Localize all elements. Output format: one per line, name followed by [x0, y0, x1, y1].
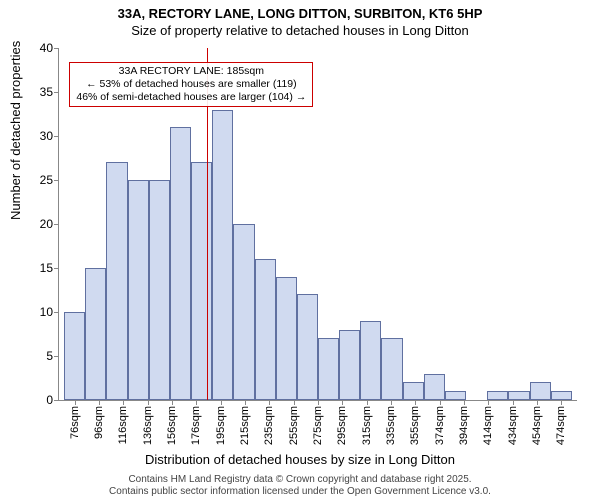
annotation-line2: ← 53% of detached houses are smaller (11… [76, 78, 306, 91]
y-tick-mark [54, 268, 59, 269]
y-tick-mark [54, 48, 59, 49]
histogram-bar [128, 180, 149, 400]
x-tick-label: 454sqm [531, 406, 543, 445]
x-tick-mark [464, 400, 465, 405]
x-tick-label: 315sqm [361, 406, 373, 445]
annotation-line1: 33A RECTORY LANE: 185sqm [76, 65, 306, 78]
x-tick-label: 474sqm [555, 406, 567, 445]
plot-area: 33A RECTORY LANE: 185sqm ← 53% of detach… [58, 48, 577, 401]
footer: Contains HM Land Registry data © Crown c… [0, 474, 600, 498]
x-tick-label: 176sqm [190, 406, 202, 445]
y-tick-mark [54, 136, 59, 137]
x-tick-mark [342, 400, 343, 405]
x-tick-mark [488, 400, 489, 405]
x-tick-mark [269, 400, 270, 405]
histogram-bar [85, 268, 106, 400]
x-tick-label: 374sqm [434, 406, 446, 445]
y-tick-mark [54, 92, 59, 93]
histogram-bar [233, 224, 254, 400]
histogram-bar [255, 259, 276, 400]
x-tick-mark [123, 400, 124, 405]
x-tick-mark [196, 400, 197, 405]
histogram-bar [508, 391, 529, 400]
x-tick-label: 414sqm [482, 406, 494, 445]
histogram-bar [424, 374, 445, 400]
y-tick-label: 30 [27, 129, 53, 143]
x-tick-label: 255sqm [288, 406, 300, 445]
x-tick-label: 136sqm [142, 406, 154, 445]
x-tick-label: 355sqm [409, 406, 421, 445]
x-tick-label: 235sqm [263, 406, 275, 445]
x-tick-label: 295sqm [336, 406, 348, 445]
x-tick-label: 434sqm [507, 406, 519, 445]
x-tick-mark [318, 400, 319, 405]
footer-line1: Contains HM Land Registry data © Crown c… [0, 474, 600, 486]
y-tick-label: 35 [27, 85, 53, 99]
chart-subtitle: Size of property relative to detached ho… [0, 23, 600, 42]
y-tick-label: 25 [27, 173, 53, 187]
histogram-bar [170, 127, 191, 400]
histogram-bar [445, 391, 466, 400]
y-tick-mark [54, 224, 59, 225]
x-tick-mark [561, 400, 562, 405]
y-tick-label: 10 [27, 305, 53, 319]
x-tick-mark [537, 400, 538, 405]
x-tick-mark [245, 400, 246, 405]
x-tick-mark [294, 400, 295, 405]
histogram-bar [530, 382, 551, 400]
x-tick-mark [440, 400, 441, 405]
annotation-box: 33A RECTORY LANE: 185sqm ← 53% of detach… [69, 62, 313, 107]
histogram-bar [276, 277, 297, 400]
x-tick-label: 335sqm [385, 406, 397, 445]
x-tick-label: 76sqm [69, 406, 81, 439]
x-tick-mark [221, 400, 222, 405]
histogram-bar [360, 321, 381, 400]
y-tick-mark [54, 356, 59, 357]
x-tick-mark [172, 400, 173, 405]
x-axis-label: Distribution of detached houses by size … [0, 452, 600, 467]
x-tick-label: 275sqm [312, 406, 324, 445]
x-tick-mark [75, 400, 76, 405]
y-tick-mark [54, 400, 59, 401]
y-tick-label: 20 [27, 217, 53, 231]
x-tick-label: 96sqm [93, 406, 105, 439]
histogram-bar [64, 312, 85, 400]
y-axis-label: Number of detached properties [8, 41, 23, 220]
histogram-bar [318, 338, 339, 400]
y-tick-mark [54, 312, 59, 313]
histogram-bar [339, 330, 360, 400]
histogram-bar [551, 391, 572, 400]
y-tick-label: 0 [27, 393, 53, 407]
x-tick-label: 394sqm [458, 406, 470, 445]
y-tick-mark [54, 180, 59, 181]
x-tick-mark [367, 400, 368, 405]
histogram-bar [106, 162, 127, 400]
x-tick-label: 156sqm [166, 406, 178, 445]
y-tick-label: 5 [27, 349, 53, 363]
annotation-line3: 46% of semi-detached houses are larger (… [76, 91, 306, 104]
histogram-bar [297, 294, 318, 400]
x-tick-mark [391, 400, 392, 405]
x-tick-mark [148, 400, 149, 405]
footer-line2: Contains public sector information licen… [0, 486, 600, 498]
x-tick-label: 116sqm [117, 406, 129, 444]
chart-title: 33A, RECTORY LANE, LONG DITTON, SURBITON… [0, 0, 600, 23]
y-tick-label: 40 [27, 41, 53, 55]
y-tick-label: 15 [27, 261, 53, 275]
histogram-bar [381, 338, 402, 400]
x-tick-label: 195sqm [215, 406, 227, 445]
histogram-bar [487, 391, 508, 400]
x-tick-mark [415, 400, 416, 405]
x-tick-mark [513, 400, 514, 405]
x-tick-mark [99, 400, 100, 405]
histogram-bar [212, 110, 233, 400]
x-tick-label: 215sqm [239, 406, 251, 445]
histogram-bar [149, 180, 170, 400]
histogram-bar [191, 162, 212, 400]
histogram-bar [403, 382, 424, 400]
